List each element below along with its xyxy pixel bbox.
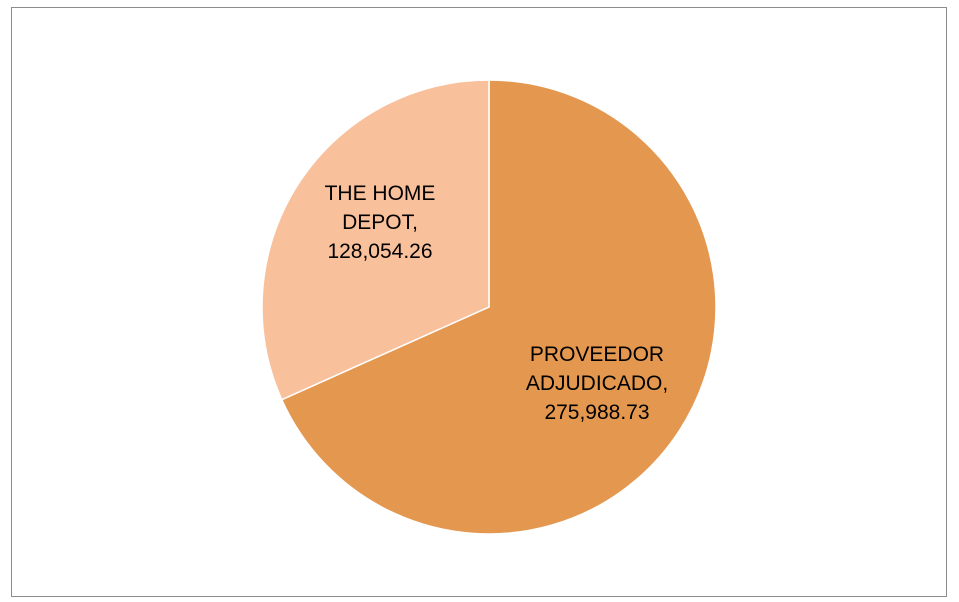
pie-label-line: DEPOT, — [342, 211, 418, 234]
pie-label-line: ADJUDICADO, — [526, 372, 668, 395]
pie-label-line: 128,054.26 — [327, 240, 432, 263]
pie-label-line: 275,988.73 — [544, 401, 649, 424]
pie-slice-the-home-depot — [261, 79, 490, 401]
pie-label-line: THE HOME — [325, 182, 436, 205]
pie-label-proveedor-adjudicado: PROVEEDOR ADJUDICADO, 275,988.73 — [526, 343, 668, 424]
pie-label-the-home-depot: THE HOME DEPOT, 128,054.26 — [325, 182, 436, 263]
pie-label-line: PROVEEDOR — [530, 343, 664, 366]
pie-slice-proveedor-adjudicado — [280, 79, 717, 535]
pie-slices — [261, 79, 717, 535]
pie-labels: PROVEEDOR ADJUDICADO, 275,988.73 THE HOME DE… — [325, 182, 669, 424]
